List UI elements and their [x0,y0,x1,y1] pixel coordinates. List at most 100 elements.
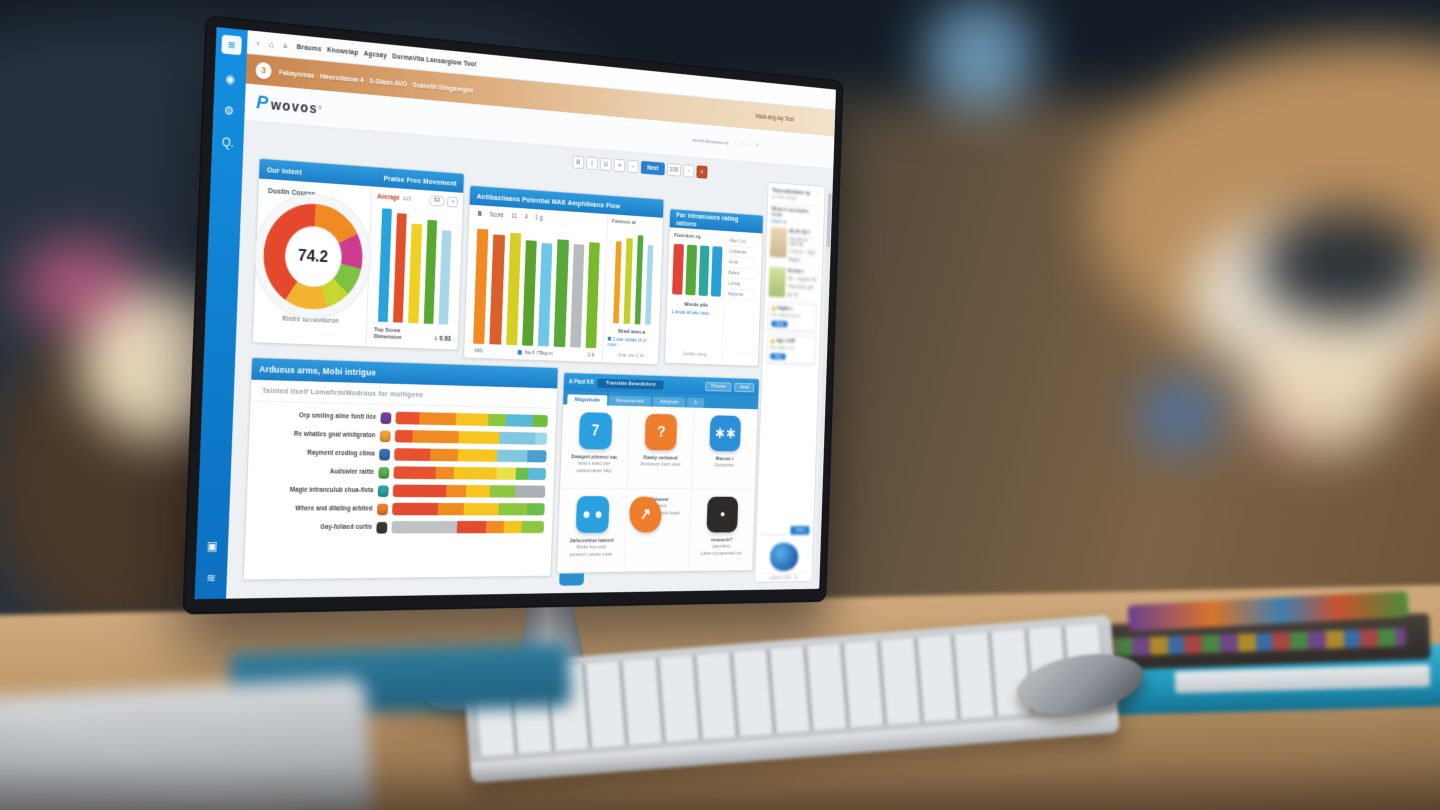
sidebar-card[interactable]: Haglar s than affortlessness Mogi [767,301,818,333]
grid-icon[interactable]: ▫ [741,141,744,148]
bar [553,239,569,348]
row-label: Rayment eroding clima [307,449,375,458]
tile-icon: 7 [578,412,613,450]
famous-line2: 1 star tuhats of yr mod [607,337,654,350]
mini-add-button[interactable]: + [447,196,458,208]
bar-fill [393,466,547,481]
breadcrumb-item[interactable]: Fabayomas [278,69,315,80]
toolbar-button[interactable]: ▫ [627,159,639,174]
bar-fill [394,429,548,445]
entry-line: Iger fai [787,291,818,301]
card-pill-button[interactable]: Vagi [770,353,786,360]
close-button[interactable]: × [696,165,708,179]
home-icon[interactable]: ⌂ [268,38,275,50]
feature-tile[interactable]: ? Rately verbatod Jhonesure toorn view [627,406,695,490]
message-input[interactable] [760,527,789,535]
row-icon [380,411,392,424]
row-icon [377,484,389,497]
panel-e-title: Translate Benedictory [597,378,664,390]
function-tiles [672,243,723,297]
lamp-glow-right [1250,320,1400,450]
function-list: Map f Lst Calidanae Arnal Balact Lurtolg Wigf… [721,235,758,362]
sidebar-section: Whale li sanctuarks corps [771,203,821,221]
sidebar-card[interactable]: Agt r 3-DF lant Gagfe o om Vagi [766,334,817,365]
feature-tile[interactable]: • research? pjeoritesy Litere cumsparsed me [689,489,756,572]
sidebar-controls[interactable]: ▫ ▫ [816,191,821,197]
breadcrumb-item[interactable]: Scanebi Gilsgavegos [412,81,474,95]
badge-icon[interactable]: ◉ [225,71,236,87]
x-label-2: 6a.0 75kg m [524,349,554,357]
sidebar-link[interactable]: Asibns fa [770,218,787,226]
panel-e-button-2[interactable]: Avail [734,382,755,392]
bar-fill [392,484,546,498]
tab-a[interactable]: A [686,397,705,408]
bar [521,239,537,346]
feature-tile[interactable]: ● ● Jarbcushise lealord Ritzke bou widr jum… [557,488,628,573]
toolbar-button[interactable]: B [572,155,585,170]
scrollbar-thumb[interactable] [826,193,832,248]
bokeh-blue-2 [1140,380,1220,450]
back-icon[interactable]: ‹ [256,37,260,48]
toolbar-button[interactable]: U [599,157,612,172]
bar [505,232,521,346]
user-menu-icon[interactable]: ≡ [755,142,759,150]
tile-caption: cattersmarter Hilty [576,468,612,475]
function-tile[interactable] [711,246,723,297]
bar-fill [395,411,548,428]
monitor: ≡ ◉ ⚙ Q. ▣ ≋ ‹ ⌂ ▵ Braums Knowelap Agcsay Durma… [182,14,844,615]
tile-icon: ● ● [575,496,610,533]
layers-icon[interactable]: ≋ [206,570,217,586]
browser-menu-item[interactable]: Knowelap [326,46,359,57]
famous-line3: Grar war 1 W [617,352,644,360]
card-line: than affortlessness [771,312,801,319]
archive-icon[interactable]: ▣ [206,539,219,554]
send-button[interactable]: Send [790,526,810,535]
donut-chart: 74.2 [261,200,364,312]
chat-icon[interactable]: Q. [221,135,235,150]
browser-menu-item[interactable]: DurmaVita Lansargiow Tool [392,53,477,69]
search-icon[interactable]: ◦ [733,140,737,148]
bar [423,220,437,324]
x-label-3: 1.9 [587,351,595,359]
row-icon [376,521,388,534]
alerts-icon[interactable]: ▵ [283,39,288,50]
toolbar-active-button[interactable]: Next [640,160,665,176]
dashboard-ui: ≡ ◉ ⚙ Q. ▣ ≋ ‹ ⌂ ▵ Braums Knowelap Agcsay Durma… [194,27,836,600]
row-icon [376,503,389,515]
mini-footer-line2: Dimension [373,333,402,341]
function-tile[interactable] [685,244,697,296]
bar-track [391,520,545,534]
bar [537,243,553,347]
browser-menu-item[interactable]: Agcsay [363,50,388,60]
panel-e-label: A Paul Kit [568,378,594,386]
panel-e-button-1[interactable]: Trimmer [705,381,732,392]
function-tile[interactable] [672,243,684,295]
legend-item: 11 [511,213,518,221]
tile-caption: Jarbcushise lealord [569,538,614,545]
function-tile[interactable] [698,245,710,297]
toolbar-button[interactable]: 100 [666,162,682,177]
breadcrumb-item[interactable]: S-Glasn AVO [369,77,408,88]
feature-tile[interactable]: ↗MalseverwarericzWern Arcrusents heapt [624,488,693,572]
stat-mark: 1 [434,336,438,343]
feature-tile[interactable]: 7 Dawgurt phrensi vac wray's avect yter cat… [560,404,630,489]
breadcrumb-item[interactable]: Havevdasow 4 [319,73,364,84]
card-line: lant Gagfe o om [770,345,795,351]
browser-menu-item[interactable]: Braums [296,43,322,54]
logo-icon: P [255,91,269,114]
bottom-sheet-tab[interactable] [559,573,585,586]
menu-icon[interactable]: ≡ [221,34,242,56]
entry-thumbnail [769,226,788,258]
bar-track [395,411,548,428]
toolbar-button[interactable]: I [586,156,599,171]
mini-title: Average [377,193,400,202]
card-pill-button[interactable]: Mogi [771,320,788,328]
feature-tile[interactable]: ∗∗ Masser i Gryparetec [692,407,758,490]
toolbar-button[interactable]: ▫ [682,164,695,178]
lamp-shade [1260,210,1430,320]
toolbar-button[interactable]: ≡ [613,158,626,173]
gear-icon[interactable]: ⚙ [223,103,235,119]
entry-thumbnail [768,266,786,298]
bell-icon[interactable]: ▫ [748,141,751,149]
logo-registered-mark: ® [317,105,323,112]
